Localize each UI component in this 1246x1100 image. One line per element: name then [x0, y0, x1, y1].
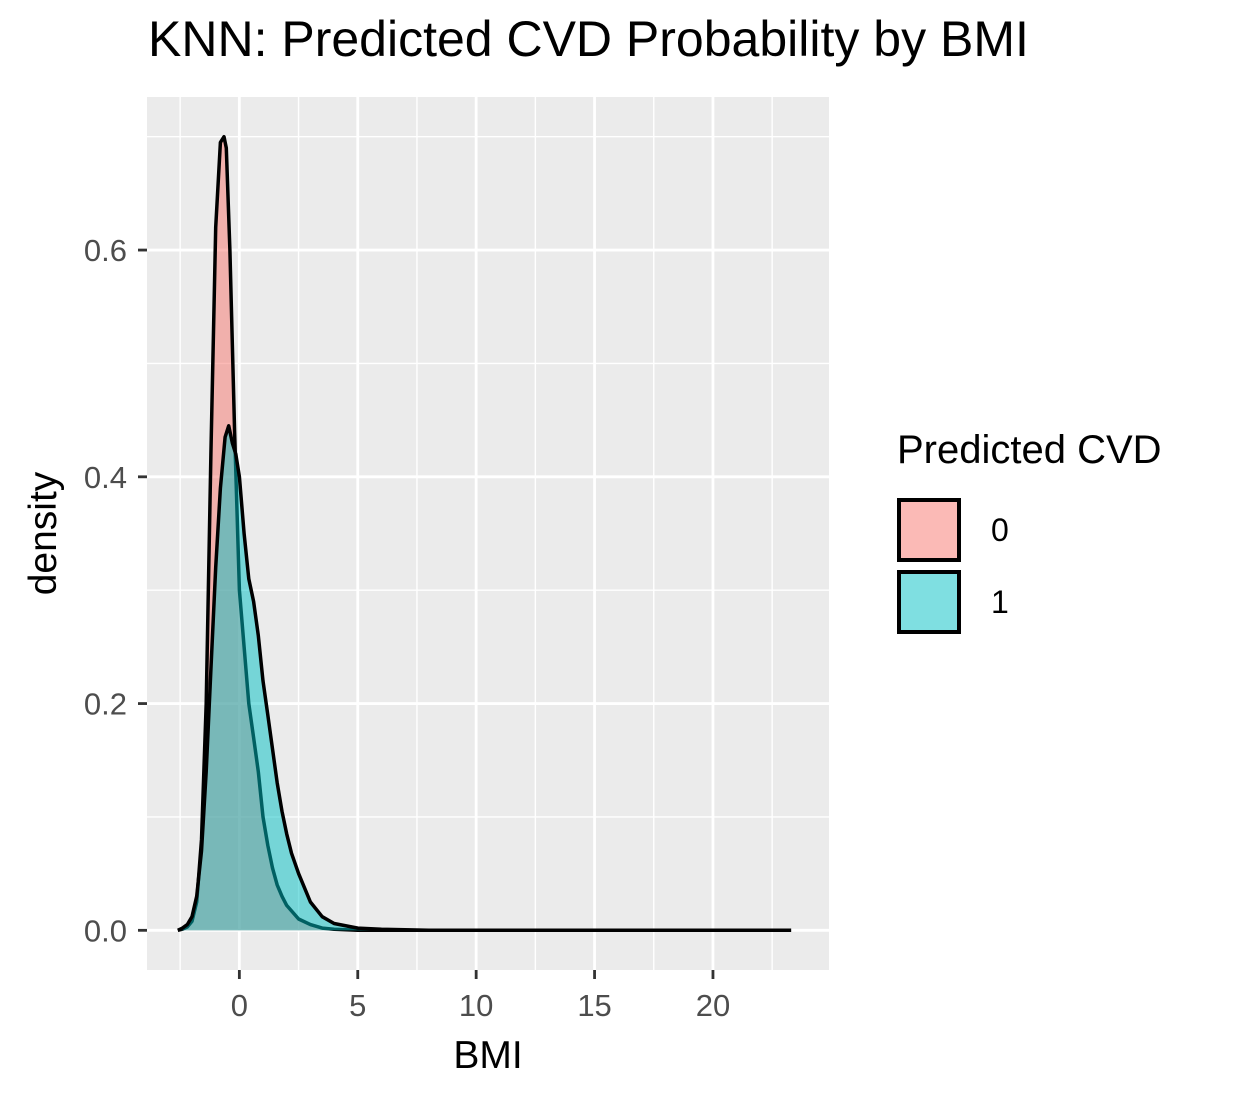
legend-label-0: 0 — [991, 511, 1009, 548]
x-tick-label: 20 — [696, 988, 730, 1023]
y-tick-label: 0.6 — [84, 233, 127, 268]
tick-labels: 0 5 10 15 20 0.0 0.2 0.4 0.6 — [84, 233, 730, 1023]
chart-title: KNN: Predicted CVD Probability by BMI — [148, 11, 1029, 67]
minor-gridlines — [147, 97, 829, 970]
y-tick-label: 0.0 — [84, 913, 127, 948]
density-series — [177, 134, 792, 933]
x-tick-label: 15 — [577, 988, 611, 1023]
legend-swatch-1 — [897, 570, 961, 634]
legend: Predicted CVD 0 1 — [897, 430, 1162, 638]
x-tick-label: 0 — [231, 988, 248, 1023]
y-axis-label: density — [22, 471, 65, 595]
x-tick-label: 5 — [349, 988, 366, 1023]
y-tick-label: 0.4 — [84, 460, 127, 495]
legend-title: Predicted CVD — [897, 428, 1162, 472]
density-outline-1 — [177, 424, 792, 933]
axis-ticks — [138, 248, 715, 979]
legend-label-1: 1 — [991, 583, 1009, 620]
x-axis-label: BMI — [453, 1034, 522, 1077]
legend-item-1: 1 — [897, 566, 1162, 638]
y-tick-label: 0.2 — [84, 687, 127, 722]
legend-item-0: 0 — [897, 494, 1162, 566]
legend-swatch-0 — [897, 498, 961, 562]
x-tick-label: 10 — [459, 988, 493, 1023]
